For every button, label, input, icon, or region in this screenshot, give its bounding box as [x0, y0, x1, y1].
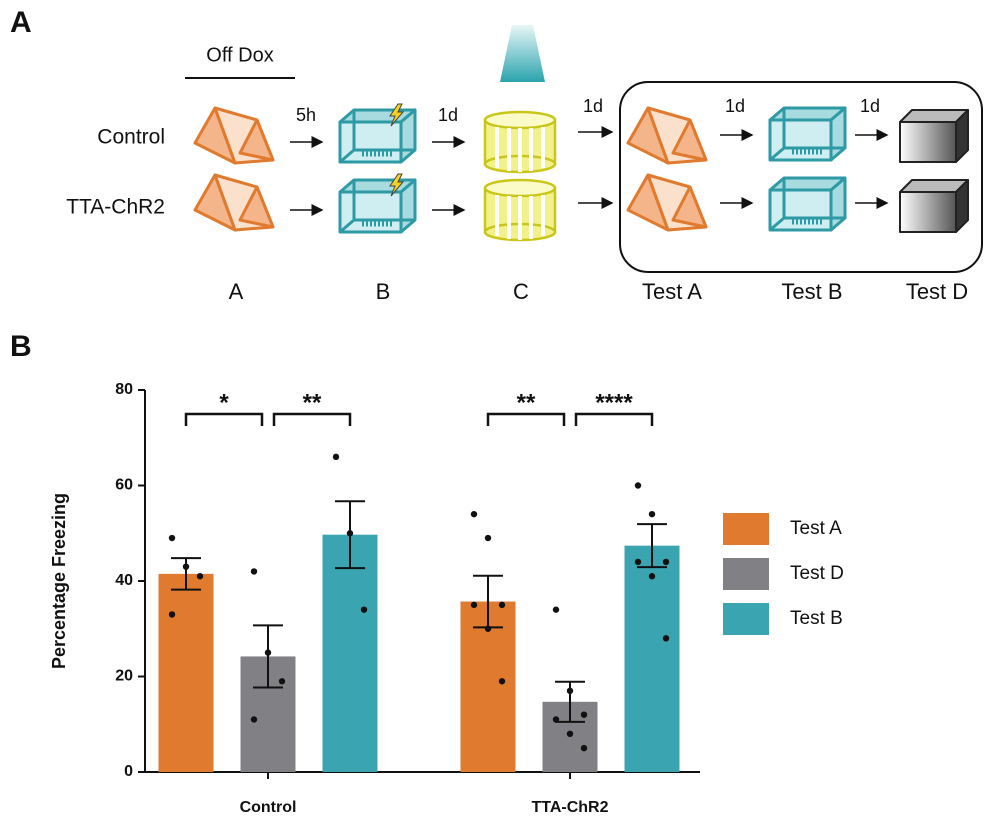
significance-label: **** [595, 389, 633, 416]
data-point [567, 688, 573, 694]
data-point [169, 535, 175, 541]
group-label: Control [97, 126, 165, 149]
data-point [485, 626, 491, 632]
legend-swatch [723, 513, 769, 545]
data-point [499, 678, 505, 684]
data-point [635, 482, 641, 488]
data-point [485, 535, 491, 541]
legend-label: Test B [790, 608, 843, 629]
light-beam [500, 25, 545, 82]
y-tick-label: 0 [124, 763, 133, 780]
figure: A B Off Dox Control TTA-ChR2 5h 1d 1d 1d… [0, 0, 985, 819]
data-point [581, 712, 587, 718]
legend-swatch [723, 603, 769, 635]
data-point [471, 511, 477, 517]
y-axis-label: Percentage Freezing [49, 493, 69, 669]
data-point [635, 559, 641, 565]
interval: 5h [296, 105, 316, 125]
interval: 1d [583, 96, 603, 116]
interval: 1d [725, 96, 745, 116]
interval: 1d [438, 105, 458, 125]
significance-label: * [219, 389, 229, 416]
data-point [197, 573, 203, 579]
bar [159, 574, 214, 772]
data-point [183, 563, 189, 569]
data-point [553, 606, 559, 612]
data-point [471, 602, 477, 608]
x-tick-label: TTA-ChR2 [531, 799, 608, 816]
data-point [663, 559, 669, 565]
data-point [581, 745, 587, 751]
data-point [553, 716, 559, 722]
data-point [333, 454, 339, 460]
y-tick-label: 40 [115, 572, 133, 589]
data-point [499, 602, 505, 608]
off-dox: Off Dox [206, 44, 273, 66]
data-point [251, 568, 257, 574]
data-point [251, 716, 257, 722]
data-point [567, 731, 573, 737]
data-point [347, 530, 353, 536]
context-label: C [513, 279, 529, 304]
significance-label: ** [303, 389, 322, 416]
context-label: A [229, 279, 244, 304]
panel-label: A [10, 6, 32, 39]
context-label: Test D [906, 279, 968, 304]
x-tick-label: Control [240, 799, 297, 816]
data-point [265, 649, 271, 655]
group-label: TTA-ChR2 [66, 196, 165, 219]
y-tick-label: 60 [115, 477, 133, 494]
context-label: Test B [781, 279, 842, 304]
data-point [361, 606, 367, 612]
context-label: Test A [642, 279, 702, 304]
interval: 1d [860, 96, 880, 116]
y-tick-label: 20 [115, 668, 133, 685]
legend-swatch [723, 558, 769, 590]
bar [323, 535, 378, 772]
data-point [279, 678, 285, 684]
panel-label: B [10, 330, 32, 363]
bar [625, 546, 680, 772]
significance-label: ** [517, 389, 536, 416]
legend-label: Test A [790, 518, 842, 539]
y-tick-label: 80 [115, 381, 133, 398]
data-point [663, 635, 669, 641]
data-point [649, 573, 655, 579]
data-point [169, 611, 175, 617]
context-label: B [376, 279, 391, 304]
legend-label: Test D [790, 563, 844, 584]
data-point [649, 511, 655, 517]
